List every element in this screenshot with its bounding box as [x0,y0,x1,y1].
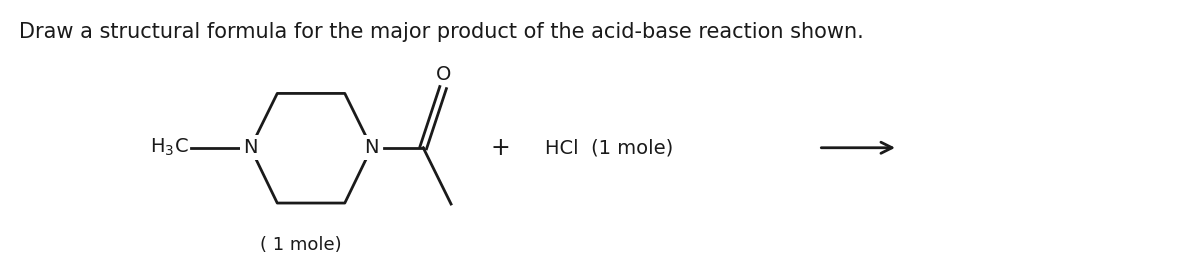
Text: Draw a structural formula for the major product of the acid-base reaction shown.: Draw a structural formula for the major … [19,22,864,42]
Text: HCl  (1 mole): HCl (1 mole) [545,138,673,157]
Text: H$_3$C: H$_3$C [150,137,188,158]
Text: ( 1 mole): ( 1 mole) [260,236,342,254]
Text: N: N [244,138,258,157]
Text: O: O [436,64,451,83]
Text: +: + [491,136,510,160]
Text: N: N [365,138,379,157]
